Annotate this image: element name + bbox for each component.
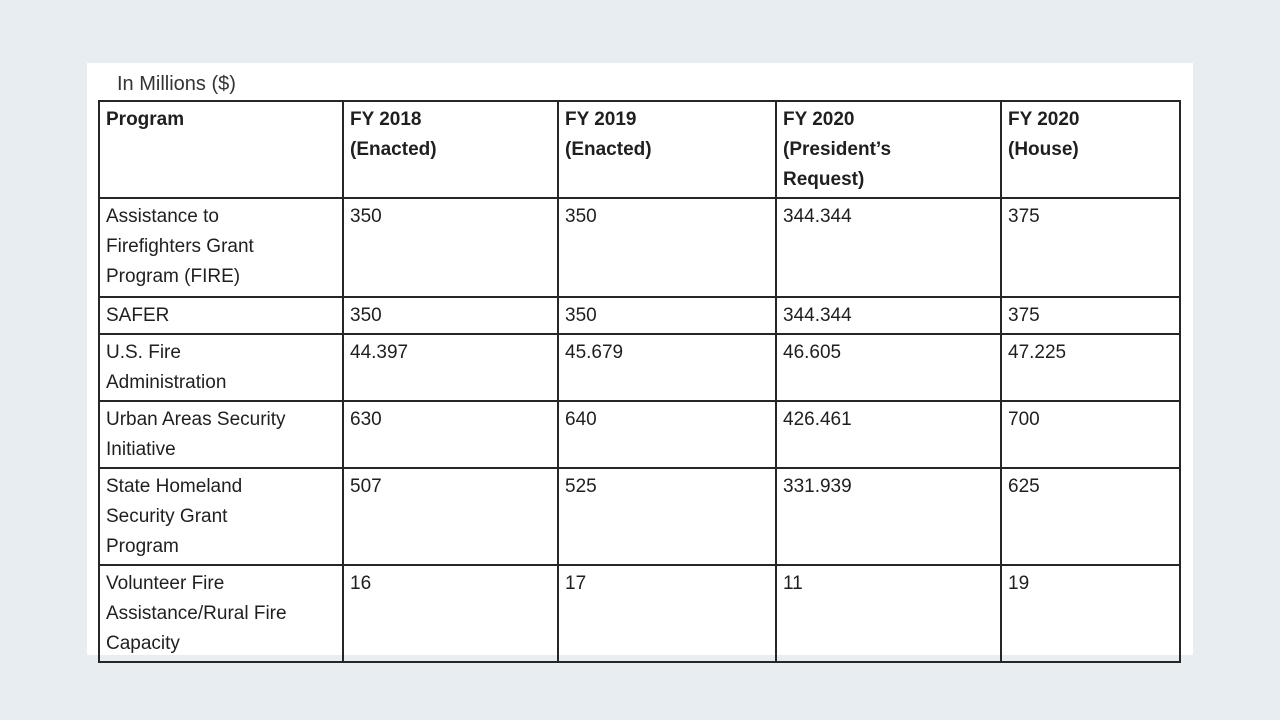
- value-cell: 45.679: [557, 333, 777, 402]
- value-cell: 344.344: [775, 197, 1002, 298]
- table-row: State Homeland Security Grant Program 507…: [98, 467, 1181, 566]
- value-cell: 525: [557, 467, 777, 566]
- value-cell: 350: [557, 296, 777, 335]
- value-cell: 46.605: [775, 333, 1002, 402]
- table-row: SAFER 350 350 344.344 375: [98, 296, 1181, 335]
- value-cell: 350: [557, 197, 777, 298]
- value-cell: 375: [1000, 197, 1181, 298]
- value-cell: 331.939: [775, 467, 1002, 566]
- table-row: Volunteer Fire Assistance/Rural Fire Cap…: [98, 564, 1181, 663]
- table-row: Urban Areas Security Initiative 630 640 426…: [98, 400, 1181, 469]
- table-row: Assistance to Firefighters Grant Program…: [98, 197, 1181, 298]
- value-cell: 44.397: [342, 333, 559, 402]
- value-cell: 11: [775, 564, 1002, 663]
- value-cell: 350: [342, 197, 559, 298]
- column-header: FY 2018 (Enacted): [342, 100, 559, 199]
- program-cell: U.S. Fire Administration: [98, 333, 344, 402]
- program-cell: State Homeland Security Grant Program: [98, 467, 344, 566]
- value-cell: 625: [1000, 467, 1181, 566]
- value-cell: 17: [557, 564, 777, 663]
- value-cell: 426.461: [775, 400, 1002, 469]
- program-cell: Volunteer Fire Assistance/Rural Fire Cap…: [98, 564, 344, 663]
- value-cell: 630: [342, 400, 559, 469]
- column-header: FY 2020 (House): [1000, 100, 1181, 199]
- value-cell: 16: [342, 564, 559, 663]
- value-cell: 700: [1000, 400, 1181, 469]
- value-cell: 19: [1000, 564, 1181, 663]
- value-cell: 350: [342, 296, 559, 335]
- column-header: FY 2019 (Enacted): [557, 100, 777, 199]
- table-row: U.S. Fire Administration 44.397 45.679 46.6…: [98, 333, 1181, 402]
- value-cell: 375: [1000, 296, 1181, 335]
- column-header: Program: [98, 100, 344, 199]
- value-cell: 47.225: [1000, 333, 1181, 402]
- program-cell: Urban Areas Security Initiative: [98, 400, 344, 469]
- value-cell: 344.344: [775, 296, 1002, 335]
- value-cell: 640: [557, 400, 777, 469]
- value-cell: 507: [342, 467, 559, 566]
- program-cell: SAFER: [98, 296, 344, 335]
- column-header: FY 2020 (President’s Request): [775, 100, 1002, 199]
- program-cell: Assistance to Firefighters Grant Program…: [98, 197, 344, 298]
- header-row: Program FY 2018 (Enacted) FY 2019 (Enacted…: [98, 100, 1181, 199]
- table-title: In Millions ($): [117, 73, 236, 95]
- document-card: In Millions ($) Program FY 2018 (Enacted)…: [87, 63, 1193, 663]
- budget-table: Program FY 2018 (Enacted) FY 2019 (Enacted…: [98, 100, 1181, 663]
